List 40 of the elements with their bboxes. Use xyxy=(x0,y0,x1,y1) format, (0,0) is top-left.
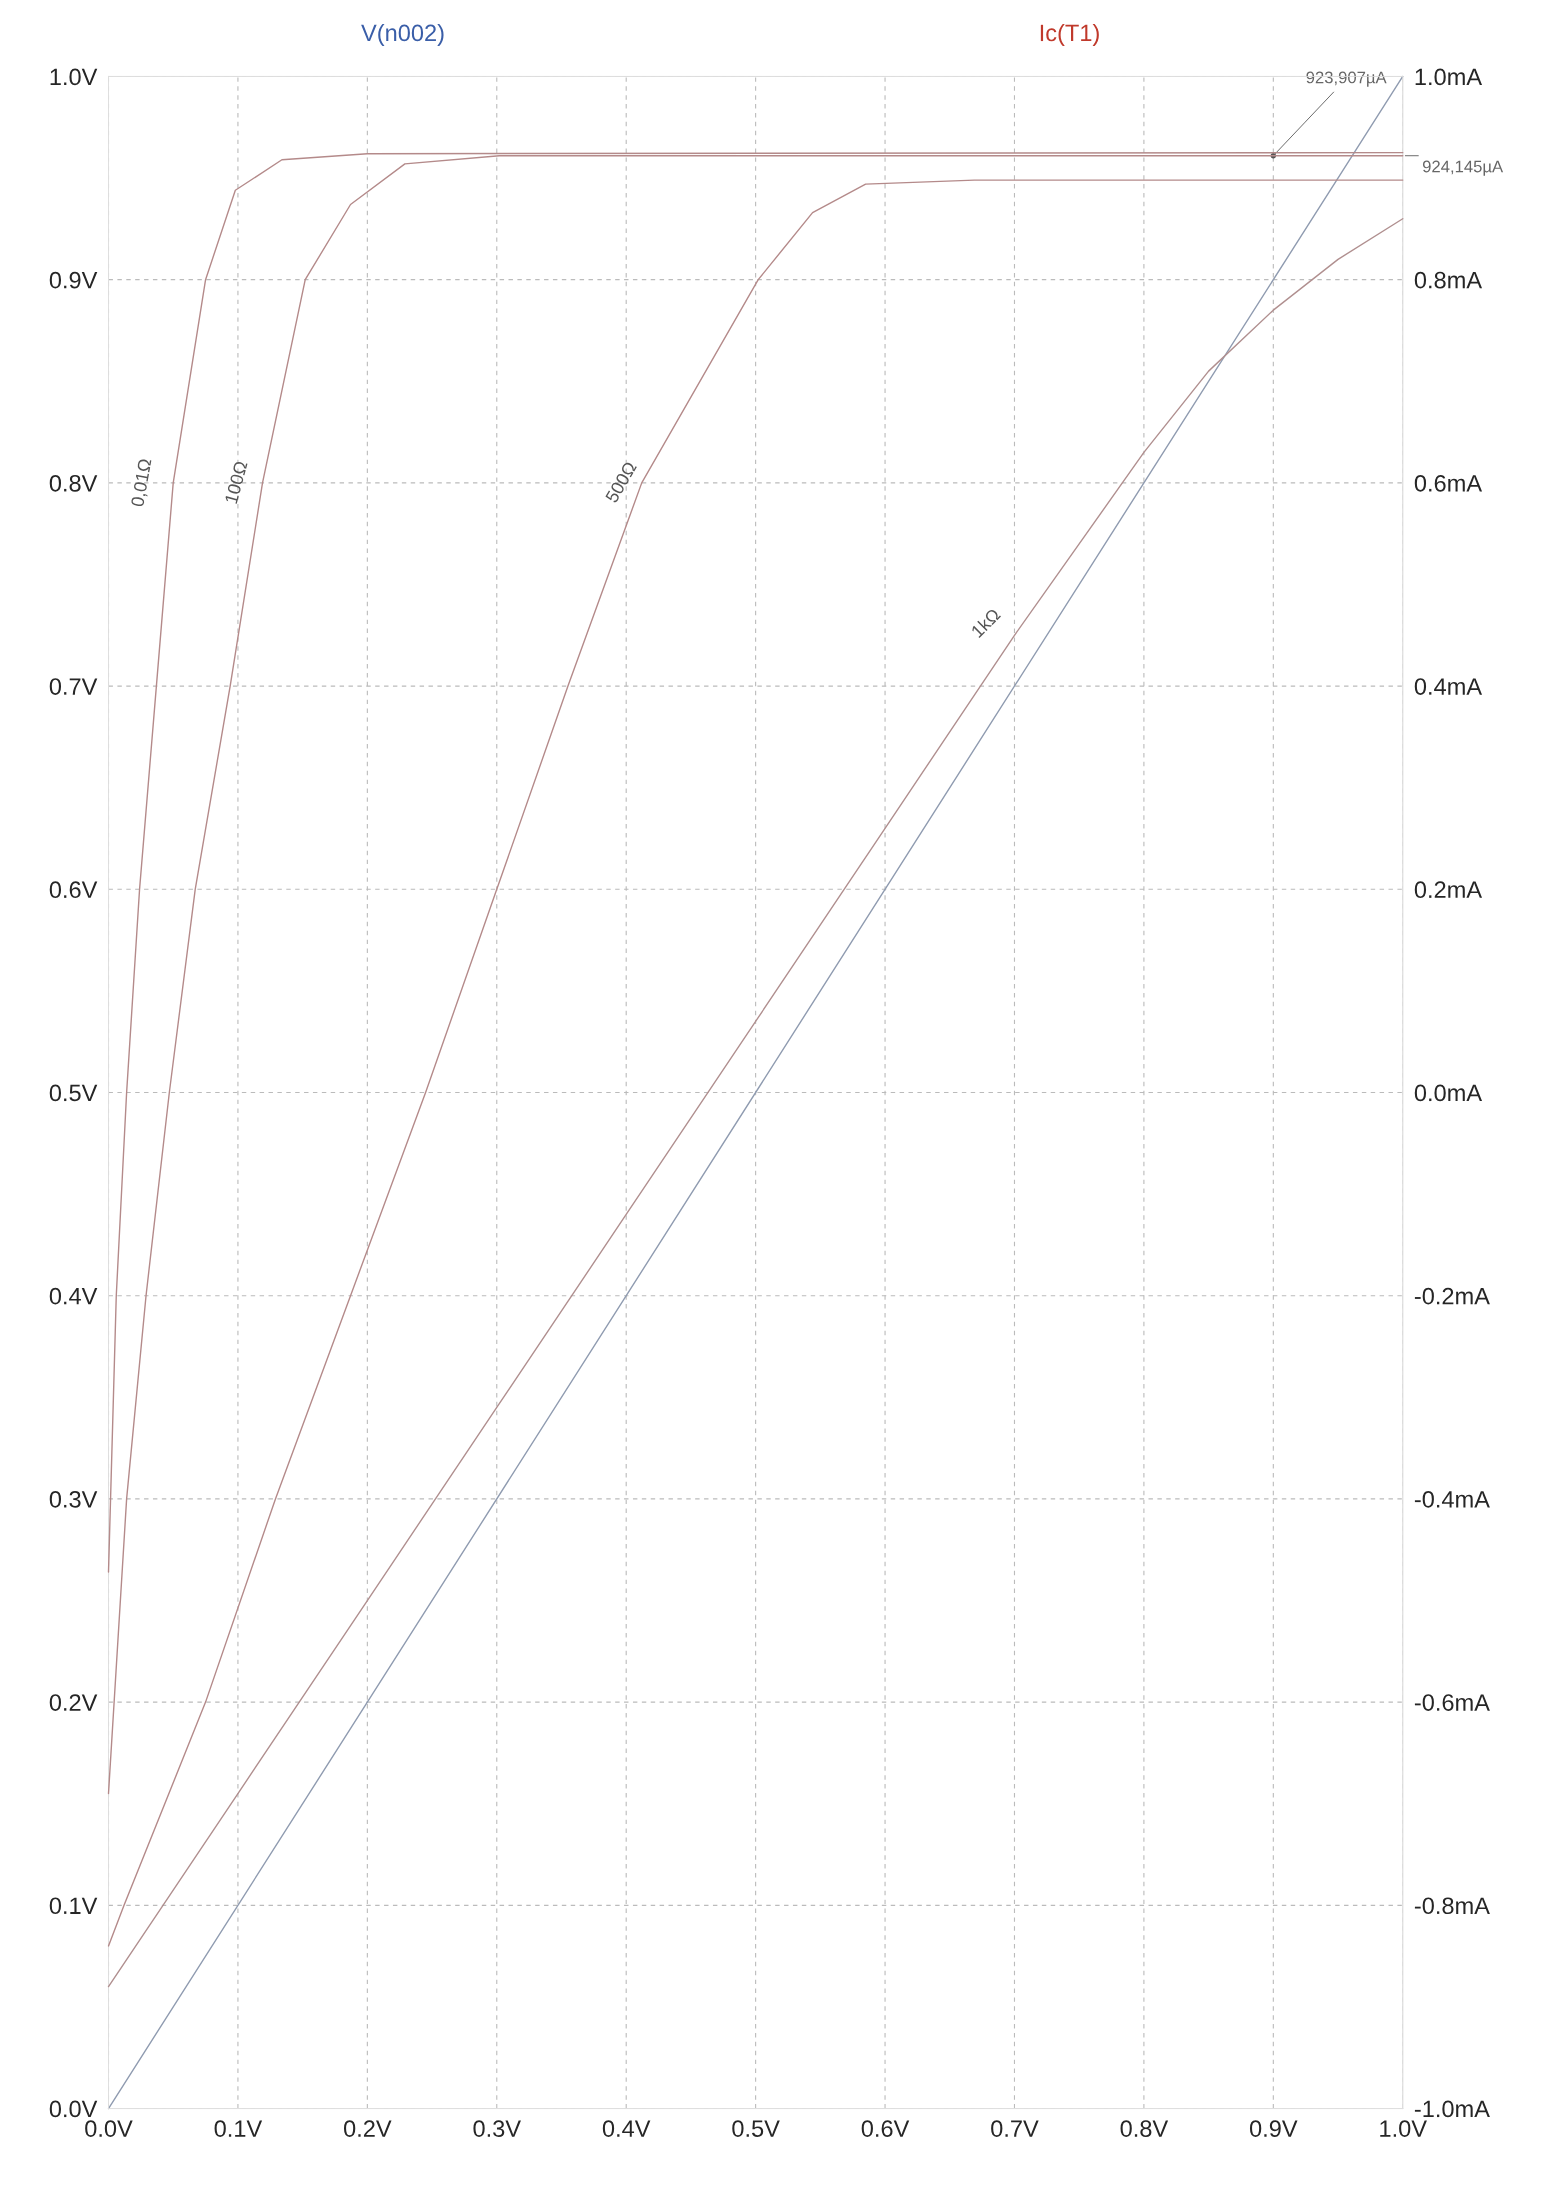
y2-tick-label: -0.8mA xyxy=(1414,1897,1490,1915)
y2-tick-label: 0.2mA xyxy=(1414,881,1483,899)
y-tick-label: 0.4V xyxy=(49,1287,98,1305)
y2-tick-label: -0.2mA xyxy=(1414,1287,1490,1305)
y-tick-label: 0.3V xyxy=(49,1490,98,1508)
y2-tick-label: 0.6mA xyxy=(1414,474,1483,492)
y-tick-label: 0.5V xyxy=(49,1084,98,1102)
x-tick-label: 0.0V xyxy=(85,2120,133,2137)
x-tick-label: 0.4V xyxy=(602,2120,651,2137)
y-tick-label: 0.1V xyxy=(49,1897,98,1915)
y2-tick-label: 0.4mA xyxy=(1414,678,1483,695)
x-tick-label: 0.6V xyxy=(861,2120,910,2137)
y2-tick-label: -0.6mA xyxy=(1414,1694,1490,1711)
y-tick-label: 0.7V xyxy=(49,678,98,695)
y2-tick-label: -1.0mA xyxy=(1414,2100,1490,2118)
y-tick-label: 0.9V xyxy=(49,271,98,289)
y2-tick-label: -0.4mA xyxy=(1414,1490,1490,1508)
x-tick-label: 1.0V xyxy=(1380,2120,1427,2137)
y2-axis-title: Ic(T1) xyxy=(1040,23,1099,46)
y-axis-title: V(n002) xyxy=(361,23,444,46)
y-tick-label: 0.2V xyxy=(49,1694,98,1711)
y2-tick-label: 0.8mA xyxy=(1414,271,1483,289)
x-tick-label: 0.7V xyxy=(991,2120,1039,2137)
text: 924,145µA xyxy=(1422,160,1504,176)
y2-tick-label: 0.0mA xyxy=(1414,1084,1483,1102)
y2-tick-label: 1.0mA xyxy=(1415,68,1483,86)
y-tick-label: 0.0V xyxy=(49,2100,98,2118)
x-tick-label: 0.2V xyxy=(343,2120,392,2137)
text: 100Ω xyxy=(224,460,248,504)
x-tick-label: 0.5V xyxy=(732,2120,780,2137)
y-tick-label: 1.0V xyxy=(50,68,98,86)
annotation: 923,907µA xyxy=(1306,71,1387,87)
text: 1kΩ xyxy=(970,607,1001,639)
y-tick-label: 0.8V xyxy=(49,474,98,492)
y-tick-label: 0.6V xyxy=(49,881,98,899)
x-tick-label: 0.3V xyxy=(473,2120,521,2137)
text: 0,01Ω xyxy=(130,458,154,508)
x-tick-label: 0.9V xyxy=(1249,2120,1298,2137)
x-tick-label: 0.8V xyxy=(1120,2120,1169,2137)
x-tick-label: 0.1V xyxy=(214,2120,263,2137)
